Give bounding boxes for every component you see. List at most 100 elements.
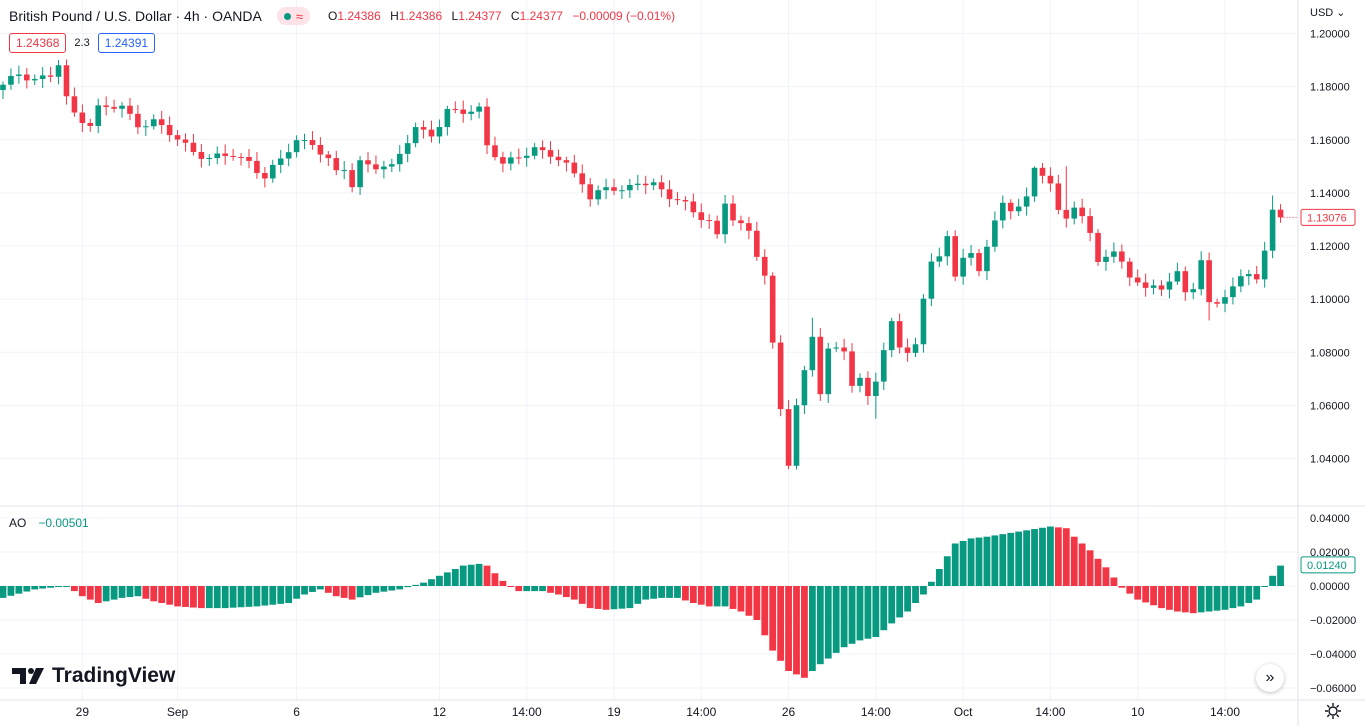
candle-body xyxy=(309,140,316,145)
ao-bar xyxy=(1237,586,1245,607)
candle-body xyxy=(135,113,141,128)
candle-body xyxy=(1126,261,1133,278)
candle-body xyxy=(920,298,927,345)
gear-icon[interactable] xyxy=(1324,702,1342,720)
symbol-title[interactable]: British Pound / U.S. Dollar · 4h · OANDA xyxy=(9,8,262,24)
ao-bar xyxy=(205,586,213,609)
ao-bar xyxy=(348,586,356,600)
candle-body xyxy=(452,108,459,110)
candle-body xyxy=(71,96,78,113)
ao-bar xyxy=(1062,528,1070,586)
scroll-to-realtime-button[interactable]: » xyxy=(1256,664,1284,692)
ao-bar xyxy=(634,586,642,604)
candle-body xyxy=(460,109,467,114)
candle-body xyxy=(1230,286,1236,298)
ao-bar xyxy=(761,586,769,636)
ao-bar xyxy=(658,586,666,598)
time-tick-label: 12 xyxy=(433,705,447,719)
quote-row: 1.24368 2.3 1.24391 xyxy=(9,33,156,53)
ao-histogram xyxy=(0,526,1284,678)
candle-body xyxy=(317,144,324,155)
ao-bar xyxy=(594,586,602,609)
candle-body xyxy=(1158,285,1165,290)
ao-bar xyxy=(23,586,31,592)
tradingview-logo[interactable]: TradingView xyxy=(12,664,175,688)
buy-button[interactable]: 1.24391 xyxy=(97,33,156,53)
candle-body xyxy=(682,200,689,202)
ao-bar xyxy=(245,586,253,607)
market-status-pill[interactable]: ≈ xyxy=(276,7,311,25)
candle-body xyxy=(277,158,284,165)
ao-bar xyxy=(999,534,1007,586)
ao-bar xyxy=(1261,586,1269,587)
candle-body xyxy=(182,139,189,143)
ao-bar xyxy=(491,573,499,586)
ao-bar xyxy=(880,586,888,631)
candle-body xyxy=(444,108,451,128)
candle-body xyxy=(785,409,792,466)
candle-body xyxy=(404,143,411,154)
ao-bar xyxy=(840,586,848,648)
ao-bar xyxy=(380,586,388,592)
ao-tick-label: 0.04000 xyxy=(1310,513,1350,525)
ao-bar xyxy=(1142,586,1150,603)
market-open-dot-icon xyxy=(283,12,291,20)
ao-bar xyxy=(0,586,7,598)
candle-body xyxy=(825,348,832,395)
candle-body xyxy=(706,220,713,222)
candle-body xyxy=(539,147,546,151)
ao-bar xyxy=(142,586,150,599)
candle-body xyxy=(595,190,601,200)
ao-bar xyxy=(309,586,316,592)
candle-body xyxy=(531,147,538,156)
candle-body xyxy=(428,129,435,137)
ao-bar xyxy=(927,581,935,586)
candle-body xyxy=(508,157,514,164)
ao-bar xyxy=(1070,536,1078,586)
ao-bar xyxy=(1269,575,1276,586)
ao-bar xyxy=(1158,586,1165,609)
time-tick-label: 26 xyxy=(782,705,796,719)
candle-body xyxy=(793,405,800,466)
candle-body xyxy=(222,153,228,156)
ao-bar xyxy=(674,586,681,598)
candle-body xyxy=(563,160,570,163)
candle-body xyxy=(666,189,673,200)
candle-body xyxy=(214,153,221,159)
price-tick-label: 1.18000 xyxy=(1310,82,1350,94)
ao-bar xyxy=(1110,577,1118,586)
change-value: −0.00009 (−0.01%) xyxy=(572,9,676,23)
ao-legend[interactable]: AO −0.00501 xyxy=(9,516,89,530)
ao-bar xyxy=(1245,586,1253,603)
ao-bar xyxy=(253,586,261,607)
candle-body xyxy=(1071,207,1078,219)
ao-bar xyxy=(229,586,237,608)
ao-bar xyxy=(190,586,197,608)
candle-body xyxy=(547,150,554,157)
ao-bar xyxy=(975,537,983,586)
candle-body xyxy=(269,164,276,179)
currency-selector[interactable]: USD ⌄ xyxy=(1310,6,1346,19)
time-tick-label: 14:00 xyxy=(686,705,716,719)
candle-body xyxy=(365,160,371,165)
sell-button[interactable]: 1.24368 xyxy=(9,33,67,53)
ao-bar xyxy=(801,586,808,678)
ao-bar xyxy=(666,586,673,598)
ao-bar xyxy=(1277,565,1284,586)
open-label: O xyxy=(328,9,338,23)
ao-bar xyxy=(753,586,761,620)
price-tick-label: 1.16000 xyxy=(1310,135,1350,147)
high-value: 1.24386 xyxy=(398,9,443,23)
candle-body xyxy=(381,166,387,170)
chevron-down-icon: ⌄ xyxy=(1336,7,1346,19)
candle-body xyxy=(809,336,816,371)
candle-body xyxy=(1087,216,1093,233)
candle-body xyxy=(1111,251,1117,257)
candle-body xyxy=(912,344,919,353)
candle-body xyxy=(992,220,998,247)
ao-bar xyxy=(562,586,570,598)
candle-body xyxy=(1142,282,1149,288)
candle-body xyxy=(1063,209,1070,219)
ao-bar xyxy=(539,586,546,592)
